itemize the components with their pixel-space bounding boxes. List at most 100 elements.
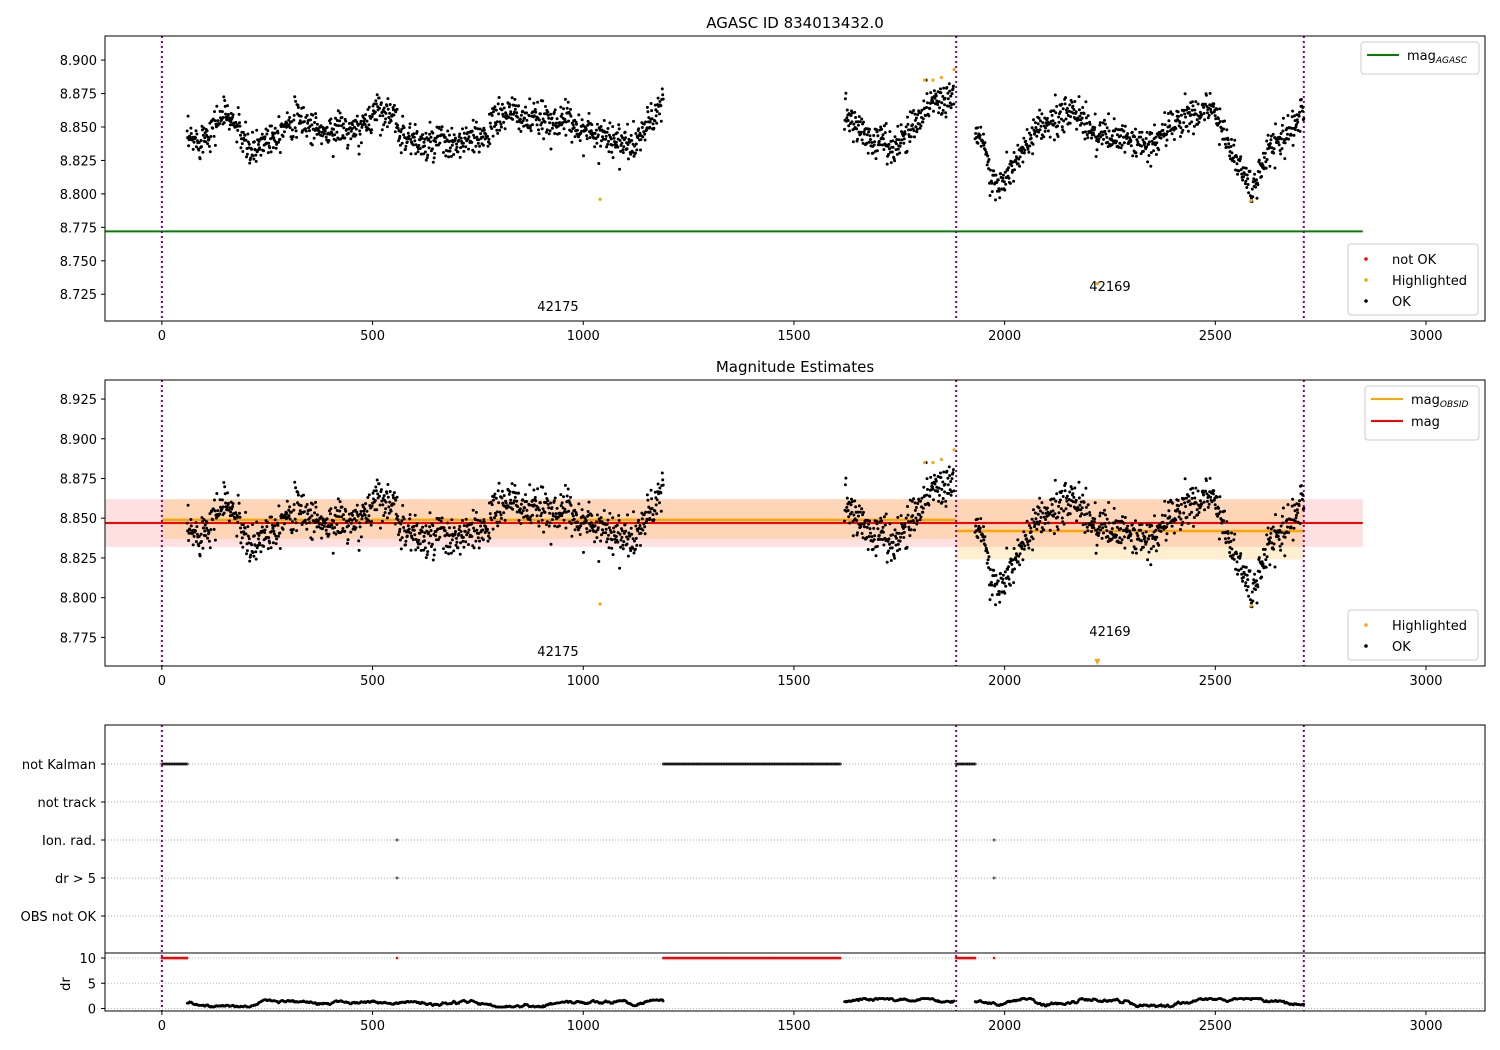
data-point-ok xyxy=(1199,504,1203,508)
data-point-ok xyxy=(411,538,415,542)
data-point-ok xyxy=(560,501,564,505)
data-point-ok xyxy=(1064,96,1067,100)
data-point-ok xyxy=(190,138,194,142)
data-point-ok xyxy=(342,517,346,521)
data-point-ok xyxy=(310,123,314,127)
data-point-ok xyxy=(1101,133,1105,137)
data-point-ok xyxy=(543,510,547,514)
data-point-ok xyxy=(990,181,994,185)
data-point-ok xyxy=(438,141,442,145)
data-point-ok xyxy=(1255,178,1258,182)
data-point-ok xyxy=(844,91,848,95)
data-point-ok xyxy=(428,120,432,124)
data-point-ok xyxy=(295,135,299,139)
data-point-ok xyxy=(273,131,277,135)
data-point-ok xyxy=(633,539,636,543)
data-point-ok xyxy=(398,538,402,542)
flag-point-not-kalman xyxy=(672,762,675,766)
data-point-ok xyxy=(632,119,635,123)
data-point-ok xyxy=(331,551,335,555)
data-point-ok xyxy=(223,485,227,489)
data-point-ok xyxy=(1020,547,1024,550)
data-point-ok xyxy=(274,146,278,150)
data-point-ok xyxy=(1125,134,1129,138)
data-point-ok xyxy=(344,509,348,513)
data-point-ok xyxy=(1223,537,1227,541)
data-point-ok xyxy=(859,522,863,526)
data-point-ok xyxy=(450,126,454,130)
data-point-ok xyxy=(270,124,273,128)
data-point-ok xyxy=(611,125,615,129)
data-point-ok xyxy=(223,104,227,108)
data-point-ok xyxy=(1274,122,1277,126)
data-point-ok xyxy=(1278,528,1282,532)
flag-point-not-kalman xyxy=(806,762,809,766)
data-point-ok xyxy=(932,109,935,113)
x-tick-label: 1000 xyxy=(567,329,600,344)
data-point-ok xyxy=(377,482,381,486)
data-point-ok xyxy=(950,103,954,107)
data-point-ok xyxy=(310,143,314,147)
data-point-ok xyxy=(979,517,983,521)
data-point-ok xyxy=(1041,511,1045,515)
data-point-ok xyxy=(1179,502,1183,506)
data-point-ok xyxy=(1065,499,1069,503)
data-point-ok xyxy=(1105,517,1109,521)
data-point-ok xyxy=(354,133,358,137)
data-point-ok xyxy=(656,482,660,486)
data-point-ok xyxy=(488,142,492,146)
data-point-ok xyxy=(358,521,362,525)
data-point-ok xyxy=(846,119,850,122)
data-point-ok xyxy=(408,513,412,517)
data-point-ok xyxy=(1279,152,1283,156)
data-point-ok xyxy=(1277,538,1281,541)
data-point-ok xyxy=(453,532,457,536)
data-point-ok xyxy=(1241,178,1245,182)
data-point-ok xyxy=(1022,136,1026,140)
data-point-ok xyxy=(486,527,489,531)
data-point-ok xyxy=(422,140,426,144)
data-point-ok xyxy=(949,493,953,497)
data-point-ok xyxy=(1114,519,1118,523)
data-point-ok xyxy=(369,131,373,135)
data-point-ok xyxy=(1256,585,1260,589)
data-point-ok xyxy=(359,535,363,539)
data-point-ok xyxy=(1056,124,1060,128)
data-point-ok xyxy=(252,157,256,161)
data-point-ok xyxy=(999,172,1003,176)
data-point-ok xyxy=(459,146,463,150)
data-point-ok xyxy=(504,501,508,505)
data-point-ok xyxy=(499,516,503,520)
data-point-ok xyxy=(1046,129,1050,133)
data-point-ok xyxy=(422,548,426,552)
data-point-ok xyxy=(945,86,949,89)
data-point-ok xyxy=(472,133,476,137)
data-point-ok xyxy=(1147,534,1151,538)
data-point-ok xyxy=(640,126,644,129)
data-point-ok xyxy=(357,539,361,543)
data-point-ok xyxy=(238,124,242,128)
data-point-ok xyxy=(308,521,311,525)
data-point-ok xyxy=(1071,492,1075,496)
data-point-ok xyxy=(218,498,222,502)
data-point-ok xyxy=(383,120,387,124)
data-point-ok xyxy=(1182,497,1186,501)
data-point-ok xyxy=(944,115,948,119)
flag-point-not-kalman xyxy=(184,762,188,766)
data-point-ok xyxy=(266,129,270,133)
data-point-ok xyxy=(234,120,238,124)
data-point-ok xyxy=(1021,542,1025,546)
data-point-ok xyxy=(314,505,318,509)
data-point-ok xyxy=(1024,139,1028,143)
data-point-ok xyxy=(1242,175,1245,179)
data-point-ok xyxy=(204,140,208,144)
flag-point-not-kalman xyxy=(783,762,787,766)
data-point-ok xyxy=(539,514,543,518)
data-point-ok xyxy=(1098,123,1102,127)
data-point-ok xyxy=(382,514,386,517)
data-point-ok xyxy=(363,507,367,511)
flag-point-not-kalman xyxy=(178,762,181,766)
data-point-ok xyxy=(521,498,525,502)
flag-point-not-kalman xyxy=(164,762,168,766)
